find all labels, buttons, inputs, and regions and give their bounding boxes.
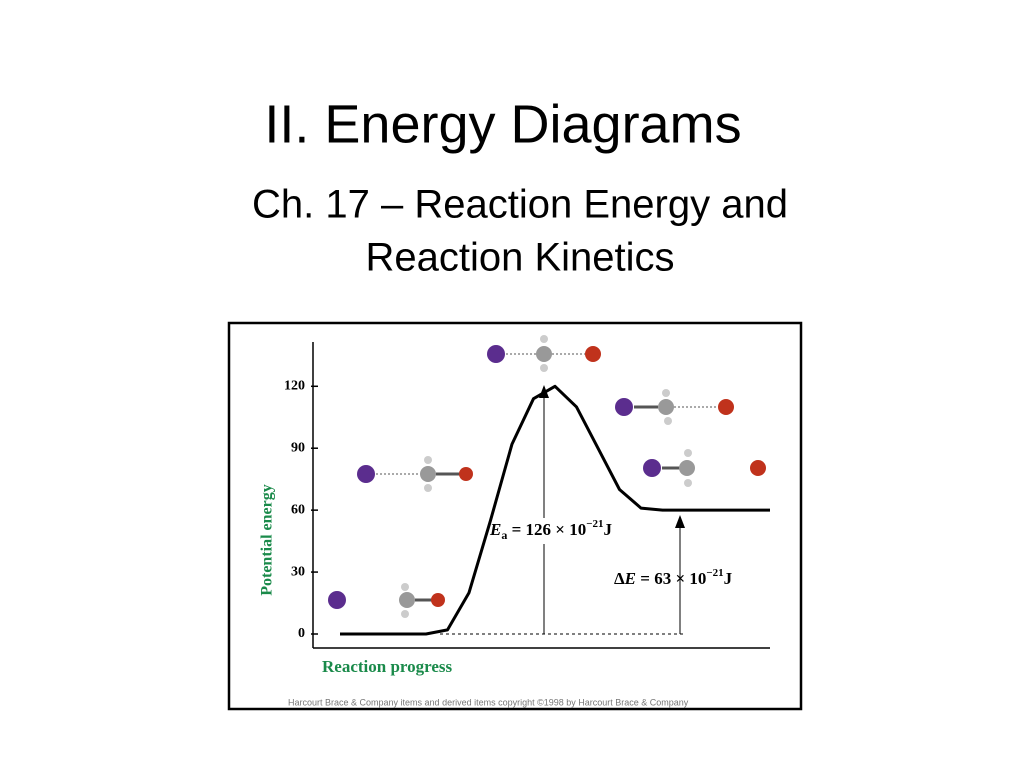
annotation-part: −21 [706, 567, 723, 579]
annotation-part: = 63 × 10 [636, 569, 706, 588]
figure-frame [227, 321, 803, 711]
arrow-head [675, 515, 685, 528]
slide-title: II. Energy Diagrams [264, 94, 741, 154]
subtitle-line: Ch. 17 – Reaction Energy and [252, 183, 788, 227]
annotation: ΔE = 63 × 10−21J [614, 567, 733, 588]
annotation-part: a [501, 528, 507, 542]
subtitle-line: Reaction Kinetics [365, 236, 674, 280]
energy-curve [340, 384, 770, 636]
x-axis-label: Reaction progress [322, 657, 453, 676]
annotation-part: = 126 × 10 [507, 520, 586, 539]
annotation-part: J [724, 569, 733, 588]
annotation-part: E [489, 520, 501, 539]
annotation-part: J [604, 520, 613, 539]
y-tick-label: 0 [298, 626, 305, 641]
annotation-part: Δ [614, 569, 625, 588]
y-tick-label: 30 [291, 564, 305, 579]
label-bg [488, 518, 598, 544]
annotation-part: −21 [586, 518, 603, 530]
y-axis-label: Potential energy [259, 484, 276, 596]
annotation-part: E [624, 569, 636, 588]
y-tick-label: 60 [291, 502, 305, 517]
annotation: Ea = 126 × 10−21J [489, 518, 613, 542]
y-tick-label: 120 [284, 379, 305, 394]
credit: Harcourt Brace & Company items and deriv… [288, 697, 689, 707]
y-tick-label: 90 [291, 440, 305, 455]
molecules [328, 335, 766, 618]
